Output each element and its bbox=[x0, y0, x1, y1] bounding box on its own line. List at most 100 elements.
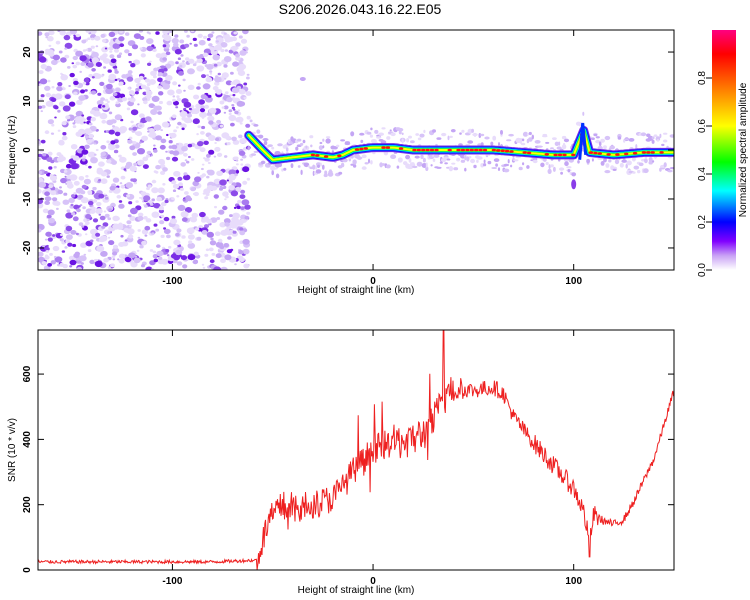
noise-blob bbox=[38, 56, 47, 63]
halo-blob bbox=[556, 146, 562, 150]
noise-blob bbox=[242, 166, 250, 173]
noise-blob bbox=[108, 240, 115, 246]
halo-blob bbox=[309, 135, 314, 139]
noise-blob bbox=[130, 207, 138, 215]
noise-blob bbox=[202, 52, 209, 57]
noise-blob bbox=[72, 64, 78, 69]
noise-blob bbox=[48, 184, 54, 189]
halo-blob bbox=[542, 135, 548, 138]
noise-blob bbox=[127, 70, 133, 75]
halo-blob bbox=[407, 166, 413, 170]
halo-blob bbox=[453, 167, 459, 171]
noise-blob bbox=[145, 86, 150, 90]
noise-blob bbox=[153, 144, 156, 147]
noise-blob bbox=[155, 31, 160, 35]
noise-blob bbox=[114, 70, 119, 74]
noise-blob bbox=[216, 61, 222, 67]
noise-blob bbox=[137, 103, 140, 106]
signal-peak-blob bbox=[381, 146, 386, 149]
noise-blob bbox=[107, 217, 111, 221]
noise-blob bbox=[117, 225, 124, 230]
noise-blob bbox=[232, 230, 237, 234]
noise-blob bbox=[157, 111, 163, 115]
noise-blob bbox=[80, 62, 86, 66]
halo-blob bbox=[669, 134, 674, 138]
noise-blob bbox=[65, 225, 73, 232]
noise-blob bbox=[140, 53, 146, 58]
noise-blob bbox=[158, 158, 165, 165]
halo-blob bbox=[563, 159, 570, 162]
halo-blob bbox=[360, 139, 364, 143]
noise-blob bbox=[66, 183, 74, 189]
noise-blob bbox=[224, 155, 228, 158]
halo-blob bbox=[397, 127, 404, 132]
noise-blob bbox=[44, 238, 48, 241]
noise-blob bbox=[139, 47, 143, 50]
noise-blob bbox=[225, 135, 231, 141]
noise-blob bbox=[143, 195, 151, 202]
noise-blob bbox=[83, 121, 86, 124]
noise-blob bbox=[88, 200, 94, 206]
noise-blob bbox=[201, 167, 204, 171]
noise-blob bbox=[69, 72, 75, 78]
noise-blob bbox=[73, 192, 77, 195]
noise-blob bbox=[142, 156, 149, 162]
noise-blob bbox=[116, 54, 122, 58]
noise-blob bbox=[139, 245, 144, 249]
noise-blob bbox=[117, 77, 121, 81]
noise-blob bbox=[158, 205, 164, 211]
noise-blob bbox=[180, 54, 184, 57]
halo-blob bbox=[651, 136, 655, 140]
colorbar-tick-label: 0.6 bbox=[697, 119, 708, 133]
noise-blob bbox=[234, 173, 238, 177]
noise-blob bbox=[71, 62, 75, 65]
noise-blob bbox=[72, 243, 77, 248]
halo-blob bbox=[415, 133, 420, 136]
noise-blob bbox=[51, 59, 58, 66]
noise-blob bbox=[166, 254, 170, 257]
halo-blob bbox=[545, 141, 550, 144]
noise-blob bbox=[106, 140, 110, 144]
noise-blob bbox=[146, 154, 151, 158]
halo-blob bbox=[364, 162, 369, 165]
halo-blob bbox=[378, 132, 384, 136]
signal-peak-blob bbox=[478, 148, 483, 152]
noise-blob bbox=[201, 74, 206, 79]
signal-peak-blob bbox=[416, 148, 421, 152]
noise-blob bbox=[158, 209, 164, 214]
noise-blob bbox=[106, 175, 110, 178]
noise-blob bbox=[151, 95, 160, 102]
noise-blob bbox=[193, 43, 198, 47]
noise-blob bbox=[228, 112, 232, 116]
noise-blob bbox=[133, 33, 141, 39]
noise-blob bbox=[135, 200, 139, 203]
noise-blob bbox=[185, 195, 191, 200]
noise-blob bbox=[112, 215, 120, 222]
noise-blob bbox=[238, 150, 246, 156]
noise-blob bbox=[76, 99, 83, 105]
noise-blob bbox=[145, 266, 153, 270]
x-tick-label: 100 bbox=[565, 276, 582, 287]
noise-blob bbox=[81, 149, 89, 155]
noise-blob bbox=[204, 104, 209, 109]
noise-blob bbox=[58, 139, 65, 145]
halo-blob bbox=[412, 165, 418, 169]
halo-blob bbox=[661, 143, 665, 147]
noise-blob bbox=[47, 237, 53, 242]
noise-blob bbox=[168, 245, 172, 249]
halo-blob bbox=[410, 140, 415, 144]
noise-blob bbox=[55, 187, 58, 190]
halo-blob bbox=[495, 163, 498, 167]
noise-blob bbox=[148, 131, 157, 138]
noise-blob bbox=[231, 226, 235, 229]
halo-blob bbox=[603, 157, 607, 163]
noise-blob bbox=[199, 108, 206, 113]
halo-blob bbox=[493, 158, 500, 163]
noise-blob bbox=[153, 105, 159, 110]
halo-blob bbox=[315, 169, 322, 174]
halo-blob bbox=[401, 132, 404, 136]
noise-blob bbox=[183, 107, 187, 111]
y-tick-label: 400 bbox=[22, 431, 33, 448]
noise-blob bbox=[67, 242, 73, 247]
halo-blob bbox=[441, 132, 447, 137]
